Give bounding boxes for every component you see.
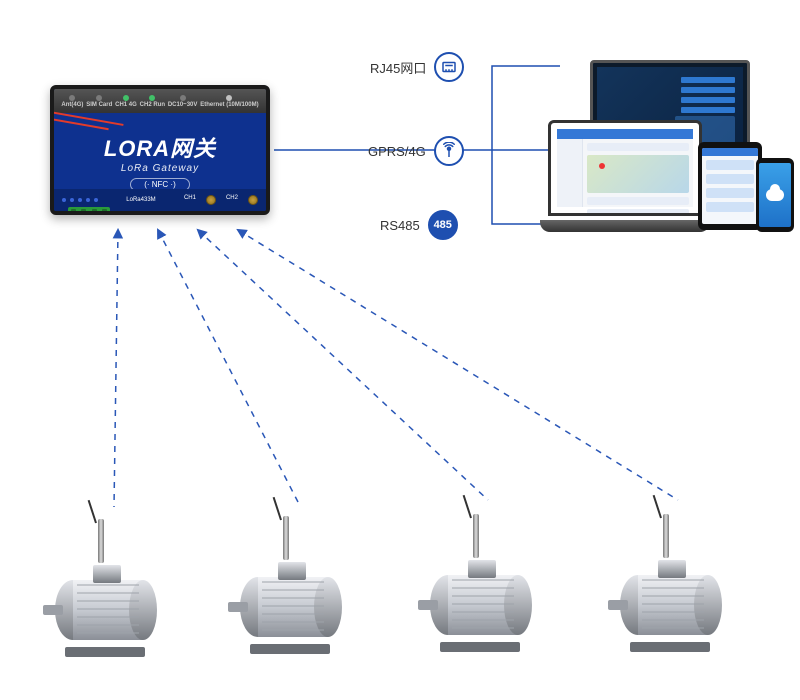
motor-body [35, 555, 175, 665]
gateway-terminal-block [68, 207, 110, 215]
wireless-links [114, 230, 678, 507]
conn-rs485-label: RS485 [380, 218, 420, 233]
ethernet-icon [434, 52, 464, 82]
lora-gateway-device: Ant(4G) SIM Card CH1 4G CH2 Run DC10~30V… [50, 85, 270, 215]
lora-antenna [660, 498, 672, 558]
motor-sensor-node [410, 550, 550, 660]
gateway-subtitle: LoRa Gateway [54, 163, 266, 174]
motor-sensor-node [600, 550, 740, 660]
conn-gprs-label: GPRS/4G [368, 144, 426, 159]
antenna-icon [434, 136, 464, 166]
gateway-title: LORA网关 [54, 131, 266, 163]
lora-antenna [470, 498, 482, 558]
motor-body [220, 552, 360, 662]
conn-gprs: GPRS/4G [368, 136, 464, 166]
motor-sensor-node [35, 555, 175, 665]
conn-rj45-label: RJ45网口 [370, 58, 426, 77]
lora-antenna [280, 500, 292, 560]
conn-rs485: RS485 485 [380, 210, 458, 240]
smartphone [756, 158, 794, 232]
rs485-icon: 485 [428, 210, 458, 240]
motor-body [410, 550, 550, 660]
lora-antenna [95, 503, 107, 563]
laptop [540, 120, 710, 232]
motor-body [600, 550, 740, 660]
motor-sensor-node [220, 552, 360, 662]
conn-rj45: RJ45网口 [370, 52, 464, 82]
tablet [698, 142, 762, 230]
gateway-top-ports: Ant(4G) SIM Card CH1 4G CH2 Run DC10~30V… [54, 89, 266, 113]
